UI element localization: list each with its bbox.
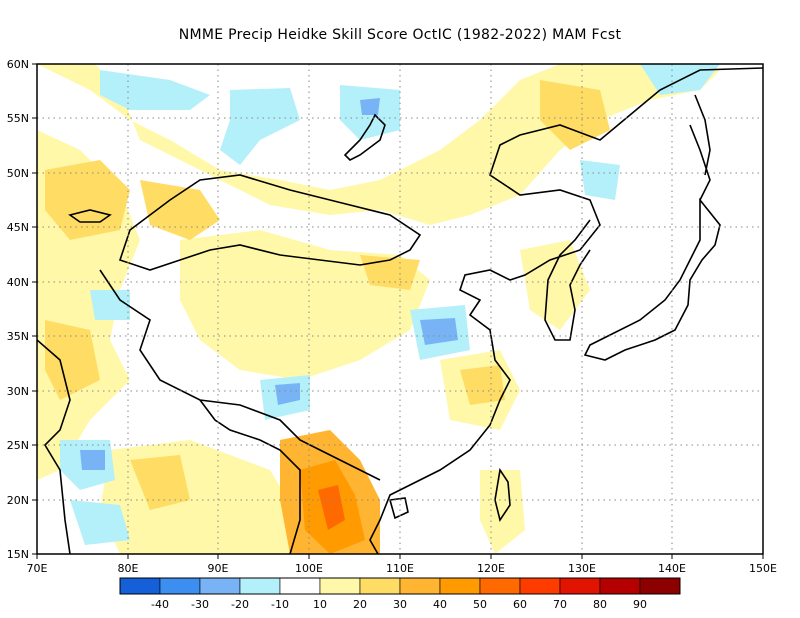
lon-label: 70E <box>27 562 48 575</box>
positive-skill-region <box>480 470 525 554</box>
negative-skill-region <box>70 500 130 545</box>
lake-balkhash <box>68 209 112 223</box>
coastlines <box>37 67 763 554</box>
lat-label: 20N <box>7 494 29 507</box>
country-border <box>118 174 422 271</box>
strong-negative-region <box>360 98 380 115</box>
colorbar-swatch <box>559 577 601 595</box>
coastline <box>544 219 591 341</box>
lon-label: 90E <box>208 562 229 575</box>
lat-label: 55N <box>7 112 29 125</box>
moderate-skill-region <box>45 160 130 240</box>
axis-ticks <box>32 63 764 559</box>
colorbar-swatch <box>439 577 481 595</box>
negative-skill-region <box>90 290 130 320</box>
positive-skill-region <box>100 440 300 554</box>
lat-label: 50N <box>7 167 29 180</box>
strong-negative-region <box>80 450 105 470</box>
skill-field <box>37 64 720 554</box>
positive-skill-region <box>520 240 590 330</box>
colorbar-swatch <box>319 577 361 595</box>
coastline <box>694 94 711 176</box>
lon-label: 80E <box>118 562 139 575</box>
colorbar-label: -40 <box>151 598 169 611</box>
country-border <box>99 269 381 481</box>
moderate-skill-region <box>130 455 190 510</box>
colorbar-swatch <box>639 577 681 595</box>
colorbar-label: 40 <box>433 598 447 611</box>
colorbar-swatch <box>239 577 281 595</box>
positive-skill-region <box>180 230 430 380</box>
lat-label: 35N <box>7 330 29 343</box>
lat-label: 15N <box>7 548 29 561</box>
lat-label: 25N <box>7 439 29 452</box>
colorbar-label: -30 <box>191 598 209 611</box>
lake-baikal <box>343 113 386 161</box>
colorbar-label: 20 <box>353 598 367 611</box>
coastline <box>583 197 721 361</box>
colorbar-label: 90 <box>633 598 647 611</box>
gridlines <box>37 64 763 554</box>
moderate-skill-region <box>140 180 220 240</box>
lon-label: 150E <box>749 562 777 575</box>
moderate-skill-region <box>45 320 100 400</box>
lon-label: 120E <box>477 562 505 575</box>
lat-labels: 15N 20N 25N 30N 35N 40N 45N 50N 55N 60N <box>7 58 29 561</box>
lat-label: 45N <box>7 221 29 234</box>
moderate-skill-region <box>460 365 505 405</box>
colorbar-label: 60 <box>513 598 527 611</box>
colorbar-label: -10 <box>271 598 289 611</box>
coastline <box>369 67 763 554</box>
strong-negative-region <box>420 318 458 345</box>
colorbar-frame <box>119 577 681 595</box>
moderate-skill-region <box>360 255 420 290</box>
colorbar-swatch <box>599 577 641 595</box>
coastline <box>494 467 511 522</box>
colorbar-label: 10 <box>313 598 327 611</box>
colorbar-swatch <box>399 577 441 595</box>
colorbar-swatch <box>199 577 241 595</box>
colorbar-swatch <box>159 577 201 595</box>
colorbar-swatch <box>519 577 561 595</box>
lon-label: 110E <box>386 562 414 575</box>
colorbar <box>119 577 681 595</box>
colorbar-swatch <box>479 577 521 595</box>
colorbar-label: 50 <box>473 598 487 611</box>
coastline <box>689 124 711 201</box>
map-title: NMME Precip Heidke Skill Score OctIC (19… <box>178 27 622 43</box>
lat-label: 40N <box>7 276 29 289</box>
lon-labels: 70E 80E 90E 100E 110E 120E 130E 140E 150… <box>27 562 777 575</box>
colorbar-label: 30 <box>393 598 407 611</box>
lon-label: 100E <box>295 562 323 575</box>
colorbar-swatch <box>359 577 401 595</box>
moderate-skill-region <box>540 80 610 150</box>
lat-label: 60N <box>7 58 29 71</box>
colorbar-label: 80 <box>593 598 607 611</box>
coastline <box>37 339 71 554</box>
colorbar-label: -20 <box>231 598 249 611</box>
colorbar-swatch <box>119 577 161 595</box>
strong-negative-region <box>275 383 300 405</box>
lon-label: 130E <box>568 562 596 575</box>
high-skill-region <box>318 485 345 530</box>
negative-skill-region <box>580 160 620 200</box>
colorbar-label: 70 <box>553 598 567 611</box>
coastline <box>388 497 409 520</box>
colorbar-labels: -40 -30 -20 -10 10 20 30 40 50 60 70 80 90 <box>151 598 647 611</box>
lon-label: 140E <box>658 562 686 575</box>
colorbar-swatch <box>279 577 321 595</box>
lat-label: 30N <box>7 385 29 398</box>
negative-skill-region <box>100 70 210 110</box>
negative-skill-region <box>220 88 300 165</box>
